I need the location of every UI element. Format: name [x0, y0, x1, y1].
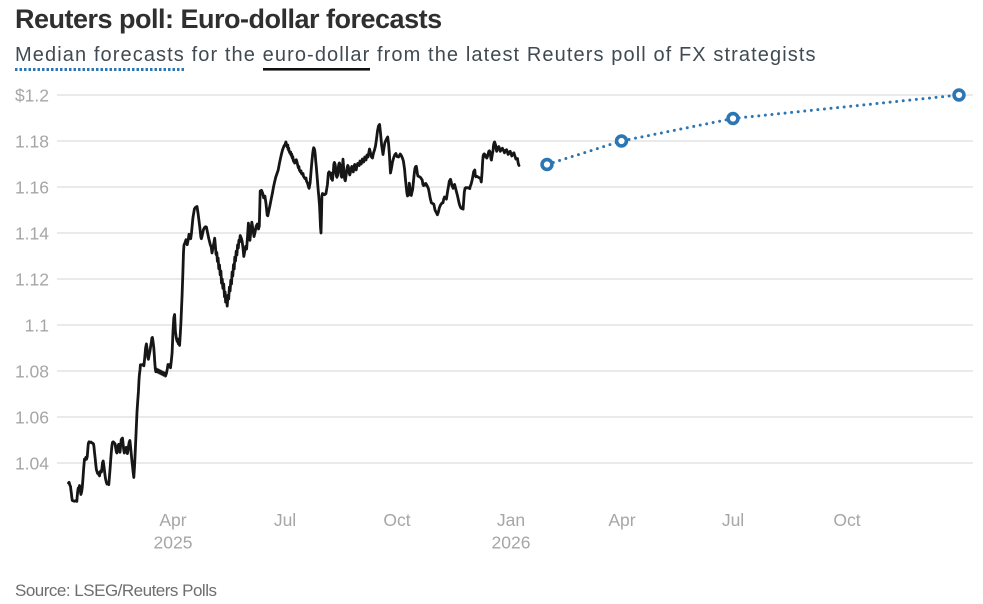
svg-text:1.16: 1.16 — [15, 178, 49, 198]
svg-text:2026: 2026 — [492, 533, 531, 553]
svg-text:1.04: 1.04 — [15, 454, 49, 474]
svg-text:Jan: Jan — [497, 510, 525, 530]
svg-text:Apr: Apr — [608, 510, 635, 530]
svg-text:1.08: 1.08 — [15, 362, 49, 382]
svg-text:1.1: 1.1 — [25, 316, 49, 336]
svg-text:1.14: 1.14 — [15, 224, 49, 244]
svg-text:Apr: Apr — [159, 510, 186, 530]
svg-text:1.12: 1.12 — [15, 270, 49, 290]
svg-text:Jul: Jul — [274, 510, 296, 530]
svg-text:$1.2: $1.2 — [15, 86, 49, 106]
svg-text:Oct: Oct — [833, 510, 860, 530]
svg-text:1.06: 1.06 — [15, 408, 49, 428]
svg-text:2025: 2025 — [154, 533, 193, 553]
svg-text:Jul: Jul — [722, 510, 744, 530]
svg-text:Oct: Oct — [383, 510, 410, 530]
svg-text:1.18: 1.18 — [15, 132, 49, 152]
